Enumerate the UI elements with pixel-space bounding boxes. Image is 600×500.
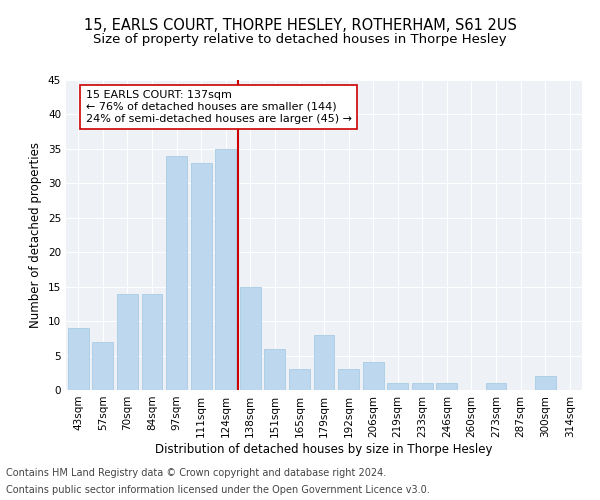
Y-axis label: Number of detached properties: Number of detached properties bbox=[29, 142, 43, 328]
Bar bbox=[289, 370, 310, 390]
Bar bbox=[215, 149, 236, 390]
Text: 15 EARLS COURT: 137sqm
← 76% of detached houses are smaller (144)
24% of semi-de: 15 EARLS COURT: 137sqm ← 76% of detached… bbox=[86, 90, 352, 124]
Text: 15, EARLS COURT, THORPE HESLEY, ROTHERHAM, S61 2US: 15, EARLS COURT, THORPE HESLEY, ROTHERHA… bbox=[83, 18, 517, 32]
Bar bbox=[117, 294, 138, 390]
Bar bbox=[142, 294, 163, 390]
Bar bbox=[436, 383, 457, 390]
Bar bbox=[362, 362, 383, 390]
Bar bbox=[68, 328, 89, 390]
Bar bbox=[412, 383, 433, 390]
Bar bbox=[485, 383, 506, 390]
Text: Size of property relative to detached houses in Thorpe Hesley: Size of property relative to detached ho… bbox=[93, 32, 507, 46]
X-axis label: Distribution of detached houses by size in Thorpe Hesley: Distribution of detached houses by size … bbox=[155, 442, 493, 456]
Bar bbox=[191, 162, 212, 390]
Bar bbox=[535, 376, 556, 390]
Bar bbox=[265, 348, 286, 390]
Bar bbox=[92, 342, 113, 390]
Bar bbox=[314, 335, 334, 390]
Bar bbox=[240, 286, 261, 390]
Bar bbox=[387, 383, 408, 390]
Bar bbox=[338, 370, 359, 390]
Text: Contains HM Land Registry data © Crown copyright and database right 2024.: Contains HM Land Registry data © Crown c… bbox=[6, 468, 386, 477]
Bar bbox=[166, 156, 187, 390]
Text: Contains public sector information licensed under the Open Government Licence v3: Contains public sector information licen… bbox=[6, 485, 430, 495]
